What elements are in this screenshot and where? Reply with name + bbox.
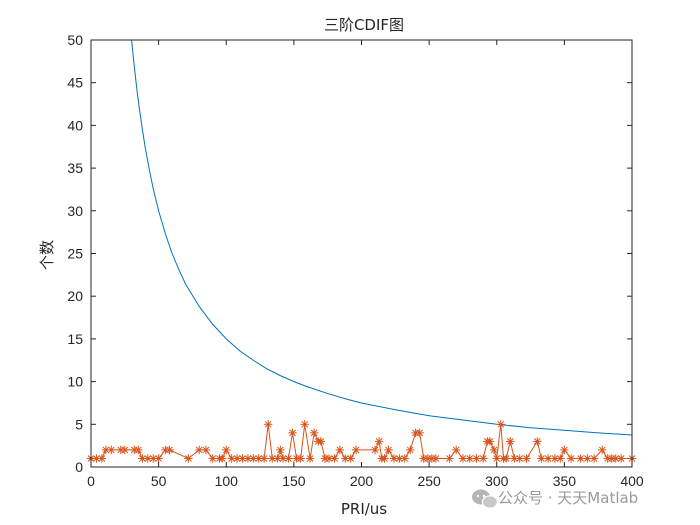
data-point: [134, 445, 143, 455]
data-point: [288, 428, 297, 438]
data-point: [556, 454, 565, 463]
data-point: [566, 454, 576, 463]
data-point: [165, 445, 174, 455]
x-tick-label: 300: [485, 473, 509, 489]
y-tick-label: 20: [67, 288, 83, 304]
x-tick-label: 400: [620, 473, 644, 489]
series-threshold-line: [131, 39, 633, 436]
data-point: [616, 454, 626, 463]
x-tick-label: 100: [215, 473, 239, 489]
data-point: [431, 454, 441, 463]
y-tick-label: 5: [75, 416, 83, 432]
x-tick-label: 0: [87, 473, 95, 489]
y-tick-label: 25: [67, 246, 83, 262]
data-point: [309, 428, 319, 438]
x-tick-label: 200: [350, 473, 374, 489]
y-tick-label: 15: [67, 331, 83, 347]
data-point: [238, 454, 247, 463]
data-point: [120, 445, 130, 455]
data-point: [533, 437, 542, 446]
data-point: [149, 454, 158, 463]
data-point: [374, 437, 384, 446]
data-point: [598, 445, 607, 455]
x-tick-label: 150: [282, 473, 306, 489]
plot-area: [91, 40, 632, 467]
data-point: [316, 437, 326, 446]
x-tick-label: 250: [417, 473, 441, 489]
data-point: [97, 454, 107, 463]
data-point: [184, 454, 193, 463]
data-point: [305, 454, 315, 463]
data-point: [222, 445, 231, 455]
data-point: [445, 454, 454, 463]
data-point: [284, 454, 293, 463]
y-tick-label: 40: [67, 117, 83, 133]
data-point: [227, 454, 236, 463]
x-tick-label: 50: [151, 473, 167, 489]
watermark: 公众号 · 天天Matlab: [472, 489, 638, 509]
y-tick-label: 0: [75, 459, 83, 475]
data-point: [263, 420, 273, 429]
data-point: [400, 454, 409, 463]
watermark-text: 公众号 · 天天Matlab: [498, 489, 638, 507]
y-tick-label: 30: [67, 203, 83, 219]
y-tick-label: 50: [67, 32, 83, 48]
data-point: [341, 454, 350, 463]
data-point: [522, 454, 531, 463]
data-point: [451, 445, 461, 455]
data-point: [502, 454, 511, 463]
x-axis-label: PRI/us: [341, 500, 387, 518]
data-point: [335, 445, 345, 455]
data-point: [370, 445, 380, 455]
data-point: [395, 454, 404, 463]
data-point: [479, 454, 488, 463]
data-point: [405, 445, 415, 455]
data-point: [249, 454, 258, 463]
data-point: [384, 445, 393, 455]
x-tick-label: 350: [553, 473, 577, 489]
data-point: [589, 454, 599, 463]
data-point: [485, 437, 495, 446]
data-point: [259, 454, 269, 463]
data-point: [351, 445, 361, 455]
y-axis-label: 个数: [38, 240, 56, 270]
wechat-icon: [472, 489, 499, 509]
data-point: [489, 445, 499, 455]
y-tick-label: 35: [67, 160, 83, 176]
data-point: [296, 454, 305, 463]
data-point: [380, 454, 389, 463]
data-point: [506, 437, 515, 446]
chart-title: 三阶CDIF图: [324, 16, 404, 34]
data-point: [560, 445, 569, 455]
data-point: [537, 454, 546, 463]
data-point: [415, 428, 424, 438]
data-point: [496, 420, 506, 429]
data-point: [276, 445, 285, 455]
data-point: [458, 454, 468, 463]
y-tick-label: 10: [67, 374, 83, 390]
y-tick-label: 45: [67, 75, 83, 91]
data-point: [330, 454, 339, 463]
data-point: [201, 445, 211, 455]
data-point: [300, 420, 309, 429]
data-point: [583, 454, 592, 463]
data-point: [154, 454, 163, 463]
data-point: [346, 454, 355, 463]
tick-layer: 0 50 100 150 200 250 300 350 400 0 5 10 15 20 25 30 35 40…: [67, 32, 643, 489]
data-point: [217, 454, 227, 463]
data-point: [107, 445, 116, 455]
marker-layer: [86, 420, 637, 463]
